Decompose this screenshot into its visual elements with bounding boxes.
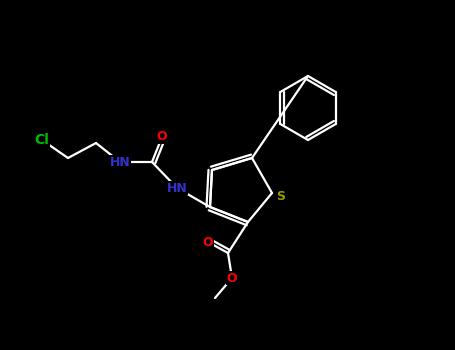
Text: HN: HN <box>110 155 131 168</box>
Text: S: S <box>277 190 285 203</box>
Text: O: O <box>157 131 167 144</box>
Text: O: O <box>202 236 213 248</box>
Text: HN: HN <box>167 182 187 195</box>
Text: Cl: Cl <box>35 133 50 147</box>
Text: O: O <box>227 272 238 285</box>
